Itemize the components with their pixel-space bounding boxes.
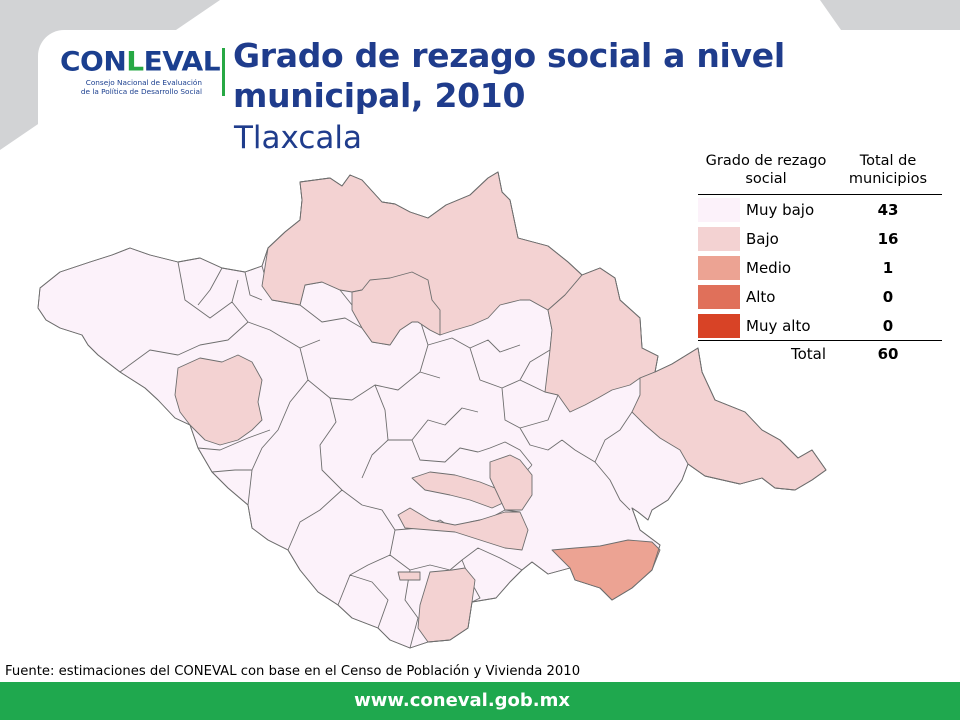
- legend-label: Muy alto: [746, 316, 811, 335]
- municipio-bajo-south-center: [397, 507, 529, 551]
- legend-header-category: Grado de rezago social: [705, 153, 827, 187]
- municipio-bajo-center-2: [489, 454, 533, 511]
- legend-count: 1: [882, 258, 894, 277]
- municipio-bajo-west: [174, 354, 263, 446]
- legend-row: Muy bajo 43: [698, 195, 942, 224]
- legend-swatch: [698, 284, 740, 309]
- legend-swatch: [698, 197, 740, 222]
- municipio-bajo-north-inner: [351, 271, 441, 346]
- tlaxcala-map-svg: [37, 171, 827, 649]
- header-card: [38, 30, 918, 150]
- legend-rows: Muy bajo 43 Bajo 16 Medio 1 Alto 0 Muy alto 0: [698, 195, 942, 340]
- coneval-logo: CONLEVAL Consejo Nacional de Evaluación …: [60, 45, 221, 106]
- legend-count: 0: [882, 287, 894, 306]
- footer-url[interactable]: www.coneval.gob.mx: [354, 690, 570, 711]
- state-border: [37, 171, 827, 649]
- legend-count: 43: [877, 200, 899, 219]
- legend-header-count: Total de municipios: [848, 153, 928, 187]
- legend-total-value: 60: [877, 345, 899, 363]
- footer-bar: www.coneval.gob.mx: [0, 682, 960, 720]
- corner-decoration-right: [820, 0, 960, 30]
- legend-row: Alto 0: [698, 282, 942, 311]
- legend-header: Grado de rezago social Total de municipi…: [698, 152, 942, 195]
- legend-label: Alto: [746, 287, 776, 306]
- legend-row: Medio 1: [698, 253, 942, 282]
- legend-row: Bajo 16: [698, 224, 942, 253]
- municipio-medio: [551, 539, 661, 601]
- source-note: Fuente: estimaciones del CONEVAL con bas…: [5, 664, 581, 679]
- legend-swatch: [698, 226, 740, 251]
- legend-row: Muy alto 0: [698, 311, 942, 340]
- municipio-bajo-small: [397, 571, 421, 581]
- page-title: Grado de rezago social a nivel municipal…: [233, 36, 785, 115]
- legend-swatch: [698, 313, 740, 338]
- legend-label: Medio: [746, 258, 792, 277]
- legend-count: 0: [882, 316, 894, 335]
- title-accent-bar: [222, 48, 225, 96]
- legend-count: 16: [877, 229, 899, 248]
- legend-label: Bajo: [746, 229, 779, 248]
- legend-table: Grado de rezago social Total de municipi…: [698, 152, 942, 367]
- legend-total-row: Total 60: [698, 340, 942, 367]
- legend-swatch: [698, 255, 740, 280]
- municipal-map: [0, 140, 960, 660]
- logo-wordmark: CONLEVAL: [60, 45, 221, 78]
- logo-tagline: Consejo Nacional de Evaluación de la Pol…: [80, 78, 202, 96]
- legend-total-label: Total: [790, 345, 826, 363]
- legend-label: Muy bajo: [746, 200, 815, 219]
- page-subtitle: Tlaxcala: [234, 120, 362, 156]
